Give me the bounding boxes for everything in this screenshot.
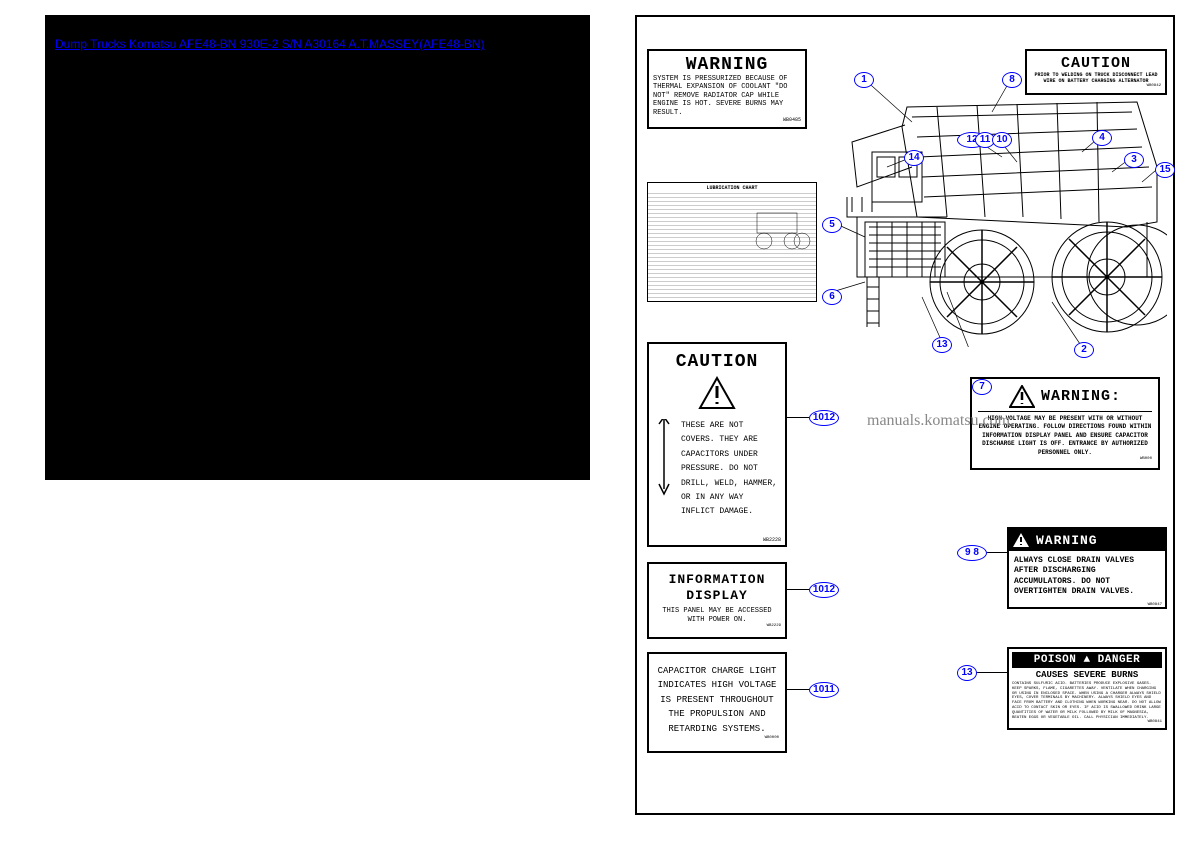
callout-98: 9 8 — [957, 545, 987, 561]
callout-13b: 13 — [957, 665, 977, 681]
callout-13: 13 — [932, 337, 952, 353]
callout-1011: 1011 — [809, 682, 839, 698]
callout-1012b: 1012 — [809, 582, 839, 598]
leader-line — [987, 552, 1007, 553]
leader-line — [787, 689, 809, 690]
plate-ref: WB0485 — [653, 117, 801, 123]
plate-text: ALWAYS CLOSE DRAIN VALVES AFTER DISCHARG… — [1009, 551, 1165, 603]
lubrication-chart: LUBRICATION CHART — [647, 182, 817, 302]
callout-8: 8 — [1002, 72, 1022, 88]
plate-title: WARNING: — [1041, 388, 1121, 405]
callout-1012a: 1012 — [809, 410, 839, 426]
plate-title: WARNING — [653, 55, 801, 75]
leader-line — [787, 589, 809, 590]
black-panel: Dump Trucks Komatsu AFE48-BN 930E-2 S/N … — [45, 15, 590, 480]
plate-capacitor-charge: CAPACITOR CHARGE LIGHT INDICATES HIGH VO… — [647, 652, 787, 753]
plate-title: POISON ▲ DANGER — [1012, 652, 1162, 668]
callout-15: 15 — [1155, 162, 1175, 178]
plate-ref: WB0000 — [655, 736, 779, 741]
callout-10b: 10 — [992, 132, 1012, 148]
truck-illustration — [817, 67, 1167, 347]
plate-warning-pressurized: WARNING SYSTEM IS PRESSURIZED BECAUSE OF… — [647, 49, 807, 129]
plate-title: CAUTION — [657, 352, 777, 372]
plate-ref: WB2229 — [653, 624, 781, 629]
callout-2: 2 — [1074, 342, 1094, 358]
leader-line — [977, 672, 1007, 673]
watermark: manuals.komatsu.com — [867, 412, 1010, 430]
plate-text: THIS PANEL MAY BE ACCESSED WITH POWER ON… — [653, 607, 781, 624]
plate-ref: WB0841 — [1012, 720, 1162, 725]
plate-ref: WB0847 — [1009, 603, 1165, 608]
plate-warning-drain: WARNING ALWAYS CLOSE DRAIN VALVES AFTER … — [1007, 527, 1167, 609]
callout-7: 7 — [972, 379, 992, 395]
lube-title: LUBRICATION CHART — [648, 185, 816, 191]
plate-ref: WB000 — [978, 457, 1152, 462]
plate-poison-danger: POISON ▲ DANGER CAUSES SEVERE BURNS CONT… — [1007, 647, 1167, 730]
plate-text: SYSTEM IS PRESSURIZED BECAUSE OF THERMAL… — [653, 75, 801, 117]
callout-14: 14 — [904, 150, 924, 166]
plate-subtitle: CAUSES SEVERE BURNS — [1012, 670, 1162, 680]
callout-6: 6 — [822, 289, 842, 305]
callout-4: 4 — [1092, 130, 1112, 146]
plate-title: WARNING — [1036, 533, 1098, 548]
plate-text: CAPACITOR CHARGE LIGHT INDICATES HIGH VO… — [655, 664, 779, 736]
plate-text: THESE ARE NOT COVERS. THEY ARE CAPACITOR… — [681, 419, 777, 520]
breadcrumb-link[interactable]: Dump Trucks Komatsu AFE48-BN 930E-2 S/N … — [55, 37, 485, 51]
plate-ref: WB2228 — [763, 537, 781, 543]
plate-caution-capacitors: CAUTION THESE ARE NOT COVERS. THEY ARE C… — [647, 342, 787, 547]
plate-title: INFORMATION DISPLAY — [653, 572, 781, 603]
callout-1: 1 — [854, 72, 874, 88]
plate-info-display: INFORMATION DISPLAY THIS PANEL MAY BE AC… — [647, 562, 787, 639]
callout-5: 5 — [822, 217, 842, 233]
callout-3: 3 — [1124, 152, 1144, 168]
plate-text: CONTAINS SULFURIC ACID. BATTERIES PRODUC… — [1012, 682, 1162, 720]
leader-line — [787, 417, 809, 418]
diagram-panel: WARNING SYSTEM IS PRESSURIZED BECAUSE OF… — [635, 15, 1175, 815]
